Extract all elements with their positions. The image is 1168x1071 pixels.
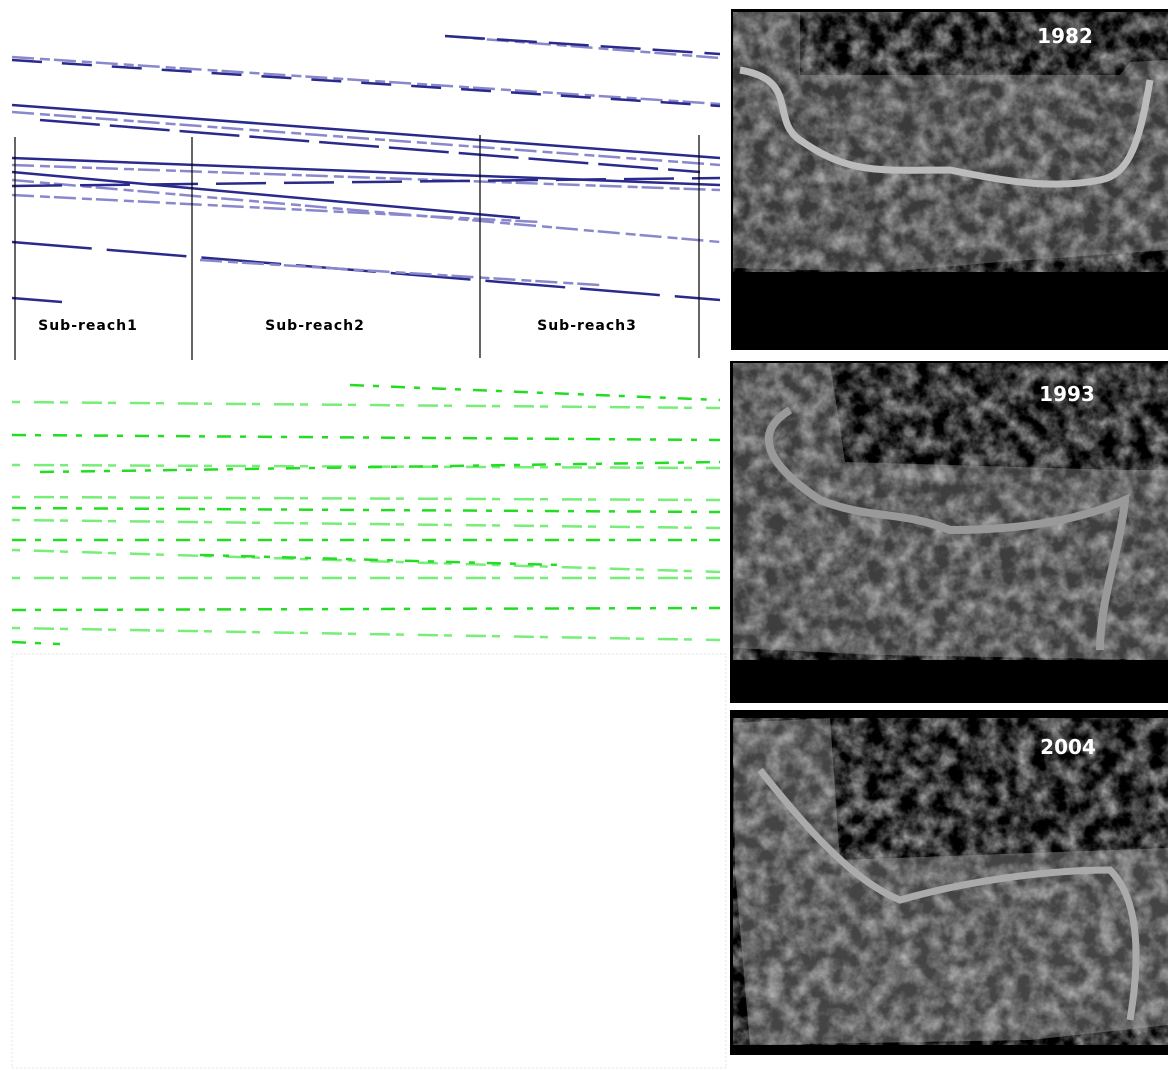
green-transects [12, 385, 720, 644]
year-label: 1982 [1037, 24, 1093, 48]
reach-label: Sub-reach3 [537, 318, 637, 334]
year-label: 1993 [1039, 382, 1095, 406]
empty-panel [12, 654, 726, 1068]
photo: 1982 [731, 9, 1168, 350]
blue-transects [12, 36, 720, 302]
page: Sub-reach1 Sub-reach2 Sub-reach3 1982 19… [0, 0, 1168, 1071]
figure: Sub-reach1 Sub-reach2 Sub-reach3 1982 19… [0, 0, 1168, 1071]
reach-label: Sub-reach1 [38, 318, 138, 334]
photo: 2004 [730, 710, 1168, 1055]
reach-label: Sub-reach2 [265, 318, 365, 334]
year-label: 2004 [1040, 735, 1096, 759]
photo: 1993 [730, 361, 1168, 703]
